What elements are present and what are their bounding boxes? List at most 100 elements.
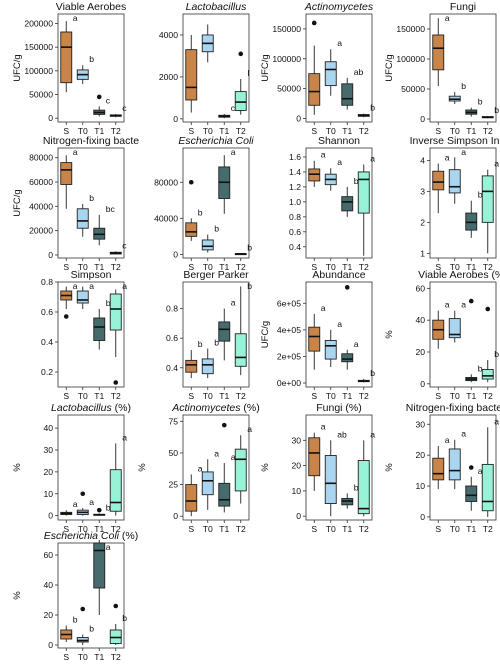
box-T1: c bbox=[93, 94, 111, 117]
box-T1: a bbox=[341, 285, 359, 370]
panel-17: Escherichia Coli (%)% 0 20 40 60 S T0 T1 T2 b b a b bbox=[12, 530, 138, 662]
box-iqr bbox=[324, 61, 337, 87]
panel-title: Berger Parker bbox=[183, 269, 249, 281]
box-iqr bbox=[341, 353, 354, 363]
box-T2: a bbox=[109, 432, 127, 516]
x-tick-label: T1 bbox=[466, 126, 476, 136]
panel-title: Lactobacillus (%) bbox=[51, 402, 131, 414]
x-tick-label: T0 bbox=[326, 524, 336, 534]
box-iqr bbox=[324, 455, 337, 505]
panel-8: Inverse Simpson Index 1 2 3 4 S T0 T1 T2 a a b a bbox=[410, 135, 500, 272]
box-S: a bbox=[60, 499, 78, 516]
panel-11: Abundance UFC/g 0e+00 2e+05 4e+05 6e+05 S T0 T1 T… bbox=[260, 269, 375, 401]
x-tick-label: T0 bbox=[203, 391, 213, 401]
panel-frame bbox=[305, 414, 373, 521]
box-iqr bbox=[93, 542, 106, 589]
box-T1: a bbox=[218, 147, 236, 214]
box-iqr bbox=[218, 321, 231, 342]
y-tick-label: 10 bbox=[43, 489, 53, 499]
x-tick-label: T1 bbox=[466, 524, 476, 534]
y-tick-label: 20 bbox=[415, 450, 425, 460]
panel-frame bbox=[305, 13, 373, 123]
panel-title: Simpson bbox=[71, 269, 112, 281]
x-tick-label: T1 bbox=[342, 391, 352, 401]
box-S: b bbox=[60, 615, 78, 642]
y-tick-label: 80000 bbox=[154, 177, 178, 187]
significance-letter: a bbox=[494, 159, 499, 169]
x-tick-label: S bbox=[311, 126, 317, 136]
significance-letter: a bbox=[461, 300, 466, 310]
significance-letter: a bbox=[73, 499, 78, 509]
significance-letter: c bbox=[231, 103, 236, 113]
y-tick-label: 10 bbox=[291, 486, 301, 496]
significance-letter: a bbox=[89, 497, 94, 507]
panel-frame bbox=[429, 13, 497, 123]
significance-letter: a bbox=[354, 339, 359, 349]
box-T2: b bbox=[109, 603, 127, 645]
significance-letter: ab bbox=[337, 429, 347, 439]
panel-7: Shannon 0.4 0.6 0.8 1.0 1.2 1.4 1.6 S T0 T1 T2 a a b a bbox=[289, 135, 375, 272]
x-tick-label: T2 bbox=[236, 126, 246, 136]
significance-letter: a bbox=[445, 300, 450, 310]
box-iqr bbox=[481, 369, 494, 380]
significance-letter: b bbox=[198, 207, 203, 217]
box-iqr bbox=[76, 290, 89, 304]
significance-letter: a bbox=[106, 542, 111, 552]
x-tick-label: S bbox=[435, 391, 441, 401]
box-T2: I bbox=[234, 51, 250, 115]
box-iqr bbox=[60, 162, 73, 185]
y-tick-label: 0.8 bbox=[166, 304, 178, 314]
significance-letter: b bbox=[478, 363, 483, 373]
significance-letter: a bbox=[231, 298, 236, 308]
panel-5: Nitrogen-fixing bacte UFC/g 0 20000 40000 600… bbox=[12, 135, 139, 272]
x-tick-label: S bbox=[63, 652, 69, 662]
significance-letter: b bbox=[106, 502, 111, 512]
significance-letter: b bbox=[370, 368, 375, 378]
panel-1: Viable Aerobes UFC/g 0 50000 100000 150000 200… bbox=[12, 1, 127, 136]
box-T2: c bbox=[109, 103, 127, 118]
panel-13: Lactobacillus (%)% 0 10 20 30 40 S T0 T1 T2 a a b a bbox=[12, 402, 131, 534]
significance-letter: a bbox=[231, 147, 236, 157]
y-tick-label: 40000 bbox=[154, 213, 178, 223]
x-tick-label: S bbox=[188, 126, 194, 136]
box-iqr bbox=[357, 460, 370, 515]
x-tick-label: S bbox=[311, 262, 317, 272]
box-T1: b bbox=[341, 482, 359, 509]
box-T0: ab bbox=[324, 429, 347, 517]
x-tick-label: T1 bbox=[94, 262, 104, 272]
x-tick-label: T2 bbox=[359, 524, 369, 534]
box-S: a bbox=[308, 150, 326, 187]
box-iqr bbox=[324, 340, 337, 360]
box-T0: b bbox=[201, 338, 219, 379]
significance-letter: b bbox=[89, 54, 94, 64]
significance-letter: a bbox=[73, 147, 78, 157]
box-S: a bbox=[432, 300, 450, 349]
panel-9: Simpson 0.2 0.4 0.6 0.8 S T0 T1 T2 a a b a bbox=[41, 269, 127, 401]
x-tick-label: T0 bbox=[450, 524, 460, 534]
x-tick-label: T2 bbox=[483, 524, 493, 534]
panel-frame bbox=[429, 281, 497, 388]
y-tick-label: 20 bbox=[291, 461, 301, 471]
x-tick-label: S bbox=[63, 524, 69, 534]
y-tick-label: 50000 bbox=[401, 84, 425, 94]
outlier-point bbox=[468, 465, 474, 470]
box-T0: a bbox=[76, 491, 94, 516]
box-T0 bbox=[201, 24, 214, 63]
significance-letter: a bbox=[461, 147, 466, 157]
x-tick-label: T1 bbox=[219, 524, 229, 534]
panel-title: Actinomycetes (%) bbox=[171, 402, 260, 414]
y-tick-label: 0 bbox=[420, 114, 425, 124]
box-T0: a bbox=[448, 429, 466, 490]
y-tick-label: 1.6 bbox=[289, 152, 301, 162]
box-T2: a bbox=[357, 153, 375, 256]
significance-letter: a bbox=[122, 432, 127, 442]
x-tick-label: T2 bbox=[359, 262, 369, 272]
significance-letter: b bbox=[494, 349, 499, 359]
x-tick-label: T1 bbox=[219, 126, 229, 136]
significance-letter: b bbox=[89, 624, 94, 634]
x-tick-label: T1 bbox=[342, 262, 352, 272]
box-iqr bbox=[76, 208, 89, 229]
panel-title: Shannon bbox=[318, 135, 360, 147]
box-T0: a bbox=[448, 147, 466, 204]
y-tick-label: 1 bbox=[420, 248, 425, 258]
